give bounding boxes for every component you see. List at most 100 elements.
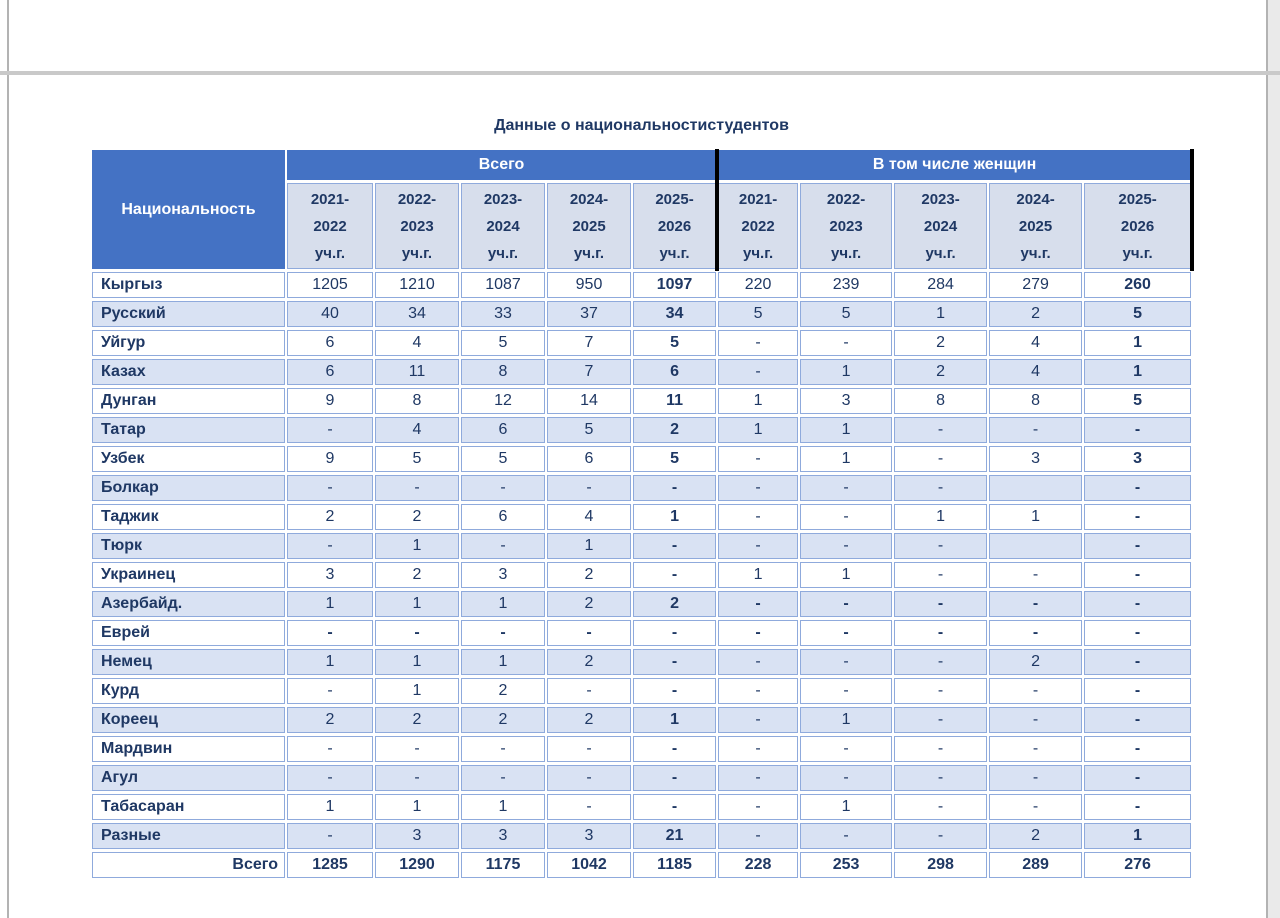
value-cell: - <box>894 475 988 501</box>
value-cell: - <box>633 765 717 791</box>
value-cell <box>989 533 1083 559</box>
value-cell: 4 <box>375 330 459 356</box>
value-cell: - <box>894 765 988 791</box>
value-cell: 33 <box>461 301 545 327</box>
table-row: Узбек 9 5 5 6 5-1-3 3 <box>92 446 1192 472</box>
value-cell: - <box>547 794 631 820</box>
value-cell: 1 <box>547 533 631 559</box>
value-cell: 2 <box>989 823 1083 849</box>
value-cell: 1 <box>375 794 459 820</box>
table-row: Кореец 2 2 2 2 1-1- - - <box>92 707 1192 733</box>
value-cell: - <box>989 591 1083 617</box>
value-cell: 1 <box>633 504 717 530</box>
value-cell: - <box>989 794 1083 820</box>
value-cell: - <box>1084 475 1192 501</box>
nationality-label: Еврей <box>92 620 285 646</box>
section-divider-line <box>715 149 719 271</box>
value-cell: - <box>718 765 799 791</box>
year-header: 2025- 2026 уч.г. <box>633 183 717 269</box>
value-cell: - <box>718 504 799 530</box>
total-value-cell: 253 <box>800 852 893 878</box>
total-value-cell: 1290 <box>375 852 459 878</box>
nationality-label: Дунган <box>92 388 285 414</box>
value-cell: - <box>1084 533 1192 559</box>
value-cell: - <box>287 620 373 646</box>
value-cell: 1097 <box>633 272 717 298</box>
value-cell: 11 <box>375 359 459 385</box>
value-cell: 1 <box>461 794 545 820</box>
table-row: Русский 40 34 33 37 34 5 5 1 2 5 <box>92 301 1192 327</box>
value-cell: 5 <box>633 446 717 472</box>
value-cell: 7 <box>547 330 631 356</box>
value-cell: - <box>1084 765 1192 791</box>
value-cell: 2 <box>633 417 717 443</box>
value-cell: - <box>894 562 988 588</box>
value-cell: - <box>547 765 631 791</box>
value-cell: - <box>1084 794 1192 820</box>
table-row: Разные -3 3 3 21- - -2 1 <box>92 823 1192 849</box>
total-value-cell: 1175 <box>461 852 545 878</box>
year-header: 2025- 2026 уч.г. <box>1084 183 1192 269</box>
value-cell: 3 <box>800 388 893 414</box>
total-value-cell: 289 <box>989 852 1083 878</box>
value-cell: 1 <box>718 388 799 414</box>
value-cell: - <box>287 533 373 559</box>
value-cell: 2 <box>989 649 1083 675</box>
value-cell: 6 <box>633 359 717 385</box>
value-cell: 5 <box>461 446 545 472</box>
value-cell: - <box>894 794 988 820</box>
value-cell: 5 <box>1084 388 1192 414</box>
value-cell: - <box>461 533 545 559</box>
value-cell: - <box>633 678 717 704</box>
value-cell: 2 <box>547 562 631 588</box>
value-cell: - <box>894 736 988 762</box>
value-cell: - <box>547 736 631 762</box>
nationality-table: Национальность Всего В том числе женщин 202… <box>90 147 1194 881</box>
value-cell: 3 <box>375 823 459 849</box>
value-cell: - <box>800 649 893 675</box>
value-cell: 2 <box>287 707 373 733</box>
value-cell: 1 <box>461 649 545 675</box>
value-cell: - <box>800 475 893 501</box>
value-cell: 6 <box>547 446 631 472</box>
value-cell: - <box>287 736 373 762</box>
table-row: Болкар - - - - - - - - - <box>92 475 1192 501</box>
section-header-women: В том числе женщин <box>718 150 1192 180</box>
value-cell: 1087 <box>461 272 545 298</box>
year-header: 2023- 2024 уч.г. <box>894 183 988 269</box>
header-right-divider-line <box>1190 149 1194 271</box>
value-cell: 1 <box>800 359 893 385</box>
value-cell: - <box>989 620 1083 646</box>
table-row: Мардвин - - - - - - - - - - <box>92 736 1192 762</box>
value-cell: 1 <box>287 649 373 675</box>
page-right-border <box>1266 0 1268 918</box>
value-cell: 11 <box>633 388 717 414</box>
value-cell: - <box>461 475 545 501</box>
value-cell: 8 <box>989 388 1083 414</box>
table-row: Табасаран 1 1 1- - -1- - - <box>92 794 1192 820</box>
nationality-label: Уйгур <box>92 330 285 356</box>
value-cell: 2 <box>547 591 631 617</box>
value-cell: 1 <box>287 591 373 617</box>
value-cell: 3 <box>547 823 631 849</box>
value-cell: - <box>633 620 717 646</box>
nationality-label: Русский <box>92 301 285 327</box>
value-cell: 40 <box>287 301 373 327</box>
table-row: Тюрк -1-1- - - - - <box>92 533 1192 559</box>
value-cell: 4 <box>989 330 1083 356</box>
value-cell: - <box>461 736 545 762</box>
value-cell: 1 <box>1084 823 1192 849</box>
value-cell: 3 <box>1084 446 1192 472</box>
nationality-label: Тюрк <box>92 533 285 559</box>
value-cell: 5 <box>1084 301 1192 327</box>
nationality-label: Кореец <box>92 707 285 733</box>
nationality-label: Курд <box>92 678 285 704</box>
value-cell: - <box>633 649 717 675</box>
value-cell: - <box>800 591 893 617</box>
value-cell: 1 <box>633 707 717 733</box>
total-value-cell: 298 <box>894 852 988 878</box>
table-row: Уйгур 6 4 5 7 5- -2 4 1 <box>92 330 1192 356</box>
nationality-header: Национальность <box>92 150 285 269</box>
value-cell: 14 <box>547 388 631 414</box>
value-cell: - <box>1084 620 1192 646</box>
